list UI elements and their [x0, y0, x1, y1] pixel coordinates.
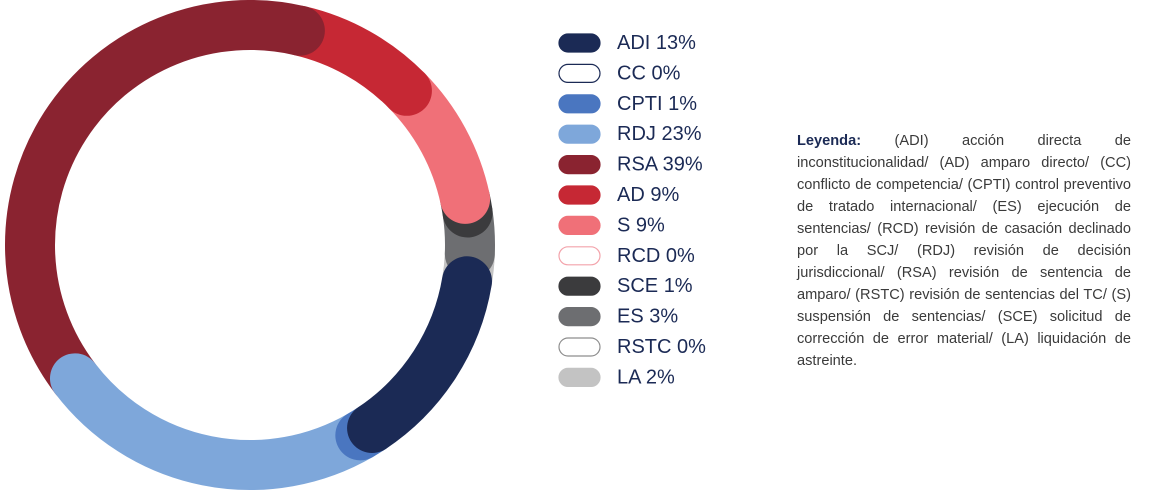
legend-label: LA 2% — [617, 367, 675, 389]
note-title: Leyenda: — [797, 133, 862, 149]
legend-value: 9% — [636, 215, 665, 237]
legend-label: RSA 39% — [617, 154, 703, 176]
legend-value: 3% — [649, 306, 678, 328]
legend-name: ES — [617, 306, 644, 328]
legend-name: CPTI — [617, 93, 663, 115]
donut-segment — [5, 0, 325, 404]
legend-marker — [558, 367, 601, 387]
legend-name: RSA — [617, 154, 659, 176]
legend-name: CC — [617, 63, 646, 85]
note: Leyenda: (ADI) acción directa de inconst… — [797, 130, 1131, 372]
legend-marker — [558, 33, 601, 53]
legend-value: 1% — [668, 93, 697, 115]
legend-name: RDJ — [617, 123, 656, 145]
legend-marker — [558, 276, 601, 296]
legend-marker — [558, 155, 601, 175]
legend-name: S — [617, 215, 630, 237]
legend-value: 9% — [650, 184, 679, 206]
legend-marker — [558, 63, 601, 84]
legend-name: RCD — [617, 245, 660, 267]
legend-name: SCE — [617, 275, 658, 297]
legend-marker — [558, 337, 601, 357]
legend-value: 0% — [666, 245, 695, 267]
legend-name: AD — [617, 184, 645, 206]
legend-value: 0% — [677, 336, 706, 358]
legend-name: RSTC — [617, 336, 671, 358]
legend-label: ADI 13% — [617, 32, 696, 54]
legend-value: 13% — [656, 32, 696, 54]
note-text: (ADI) acción directa de inconstitucional… — [797, 133, 1131, 369]
legend-marker — [558, 94, 601, 114]
legend-value: 1% — [664, 275, 693, 297]
legend-marker — [558, 215, 601, 235]
donut-segment — [49, 353, 386, 490]
legend-label: SCE 1% — [617, 275, 693, 297]
legend-label: S 9% — [617, 215, 665, 237]
donut-segment — [347, 256, 492, 454]
legend-value: 2% — [646, 367, 675, 389]
legend-value: 0% — [651, 63, 680, 85]
legend-label: RSTC 0% — [617, 336, 706, 358]
legend-marker — [558, 185, 601, 205]
legend-label: CC 0% — [617, 63, 681, 85]
legend-value: 23% — [661, 123, 701, 145]
legend-value: 39% — [663, 154, 703, 176]
legend-label: RDJ 23% — [617, 123, 702, 145]
legend-name: LA — [617, 367, 642, 389]
legend-marker — [558, 124, 601, 144]
legend-label: CPTI 1% — [617, 93, 697, 115]
legend-label: ES 3% — [617, 306, 678, 328]
legend-label: RCD 0% — [617, 245, 695, 267]
chart: ADI 13%CC 0%CPTI 1%RDJ 23%RSA 39%AD 9%S … — [5, 0, 706, 490]
legend-marker — [558, 246, 601, 266]
legend-name: ADI — [617, 32, 650, 54]
legend-label: AD 9% — [617, 184, 679, 206]
legend-marker — [558, 307, 601, 327]
